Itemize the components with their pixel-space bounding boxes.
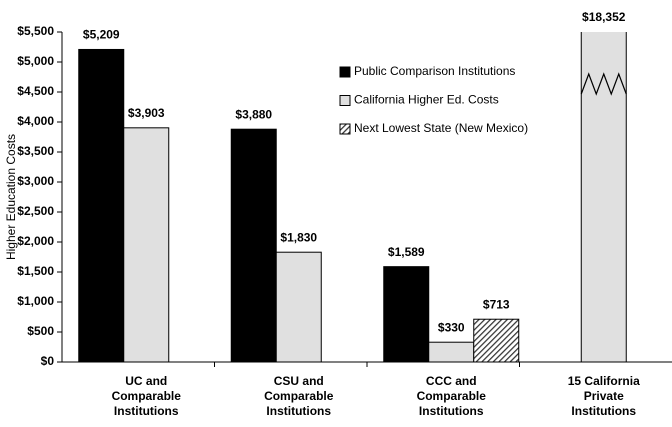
y-tick-label: $2,500 bbox=[17, 204, 54, 218]
x-tick-label-line: Institutions bbox=[571, 404, 636, 418]
legend-swatch bbox=[339, 123, 351, 135]
x-tick-label-line: Comparable bbox=[112, 389, 182, 403]
x-tick-label: UC and Comparable Institutions bbox=[112, 374, 182, 418]
x-tick-label-line: UC and bbox=[125, 374, 167, 388]
axis-break bbox=[580, 72, 627, 96]
x-tick-label-line: Comparable bbox=[264, 389, 334, 403]
x-tick-label-line: 15 California bbox=[568, 374, 640, 388]
bars bbox=[78, 32, 627, 363]
y-axis-title: Higher Education Costs bbox=[4, 134, 18, 260]
bar bbox=[78, 48, 125, 363]
x-tick-label-line: Institutions bbox=[419, 404, 484, 418]
bar bbox=[383, 266, 430, 363]
y-tick-label: $3,000 bbox=[17, 174, 54, 188]
y-tick-label: $2,000 bbox=[17, 234, 54, 248]
value-label: $713 bbox=[483, 297, 510, 311]
x-tick-label-line: Comparable bbox=[417, 389, 487, 403]
value-label: $18,352 bbox=[582, 10, 626, 24]
y-tick-label: $5,500 bbox=[17, 24, 54, 38]
bar bbox=[275, 251, 322, 363]
y-tick-label: $1,500 bbox=[17, 264, 54, 278]
legend-swatch bbox=[339, 66, 351, 78]
bar bbox=[473, 318, 520, 363]
value-labels: $5,209 $3,903 $3,880 $1,830 $1,589 $330 $713 $1… bbox=[83, 10, 626, 334]
value-label: $3,903 bbox=[128, 106, 165, 120]
y-tick-label: $500 bbox=[27, 324, 54, 338]
y-tick-label: $4,000 bbox=[17, 114, 54, 128]
value-label: $330 bbox=[438, 320, 465, 334]
x-tick-label: CSU and Comparable Institutions bbox=[264, 374, 334, 418]
value-label: $1,830 bbox=[280, 230, 317, 244]
x-tick-label-line: CCC and bbox=[426, 374, 477, 388]
x-tick-label-line: Private bbox=[584, 389, 624, 403]
x-tick-label-line: Institutions bbox=[266, 404, 331, 418]
y-tick-label: $4,500 bbox=[17, 84, 54, 98]
value-label: $5,209 bbox=[83, 28, 120, 42]
bar bbox=[580, 32, 627, 363]
x-tick-label-line: CSU and bbox=[274, 374, 324, 388]
y-tick-label: $5,000 bbox=[17, 54, 54, 68]
legend-label: Next Lowest State (New Mexico) bbox=[354, 121, 528, 135]
y-tick-label: $3,500 bbox=[17, 144, 54, 158]
y-tick-label: $1,000 bbox=[17, 294, 54, 308]
value-label: $3,880 bbox=[235, 107, 272, 121]
bar bbox=[123, 127, 170, 363]
bar bbox=[428, 341, 475, 363]
legend-swatch bbox=[339, 95, 351, 106]
value-label: $1,589 bbox=[388, 245, 425, 259]
x-tick-label: CCC and Comparable Institutions bbox=[417, 374, 487, 418]
x-tick-label-line: Institutions bbox=[114, 404, 179, 418]
legend-label: California Higher Ed. Costs bbox=[354, 93, 499, 107]
bar bbox=[230, 128, 277, 363]
x-tick-label: 15 California Private Institutions bbox=[568, 374, 640, 418]
legend-label: Public Comparison Institutions bbox=[354, 64, 515, 78]
y-tick-label: $0 bbox=[41, 354, 55, 368]
